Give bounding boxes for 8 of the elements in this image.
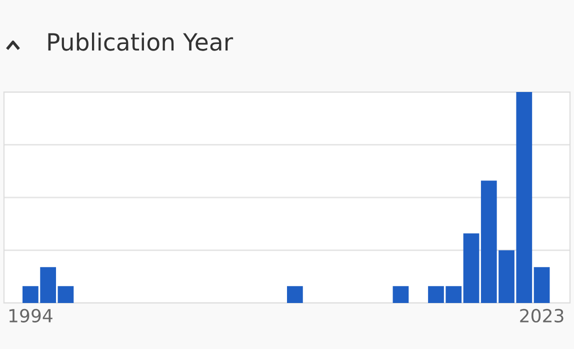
- bar: [58, 286, 74, 303]
- chart-title: Publication Year: [48, 32, 234, 51]
- bar: [534, 267, 550, 303]
- bar: [463, 233, 480, 303]
- x-tick-label: 1994: [9, 308, 52, 323]
- bar: [392, 286, 409, 303]
- bar: [287, 286, 303, 303]
- x-tick-label: 2023: [520, 308, 564, 323]
